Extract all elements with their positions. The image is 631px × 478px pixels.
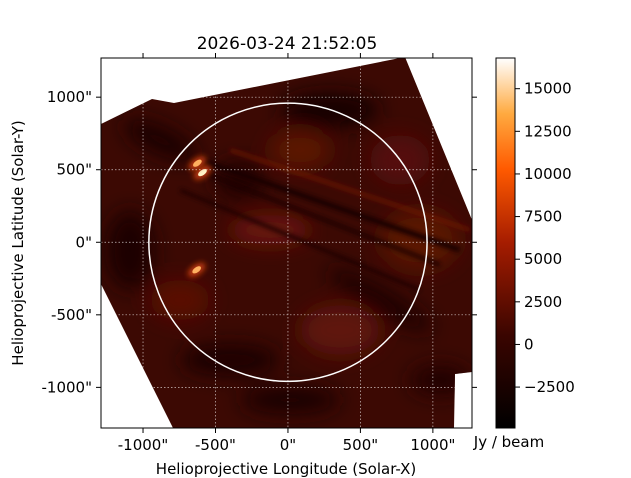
colorbar-tick-label: 0 [524,335,534,353]
y-tick-label: 0" [76,233,92,251]
y-tick-label: -1000" [42,378,93,396]
bright-source [188,156,207,171]
grid-lines [101,58,472,428]
source-core [198,169,207,177]
colorbar-gradient [495,57,516,429]
colorbar-tick-label: 12500 [524,122,572,140]
bright-source [187,262,206,277]
colorbar-tick-label: 2500 [524,293,562,311]
x-tick-label: -1000" [118,436,169,454]
x-tick-label: -500" [195,436,236,454]
x-axis-label: Helioprojective Longitude (Solar-X) [156,460,416,478]
y-axis-label: Helioprojective Latitude (Solar-Y) [9,120,27,365]
solar-limb-circle [148,102,428,383]
chart-title: 2026-03-24 21:52:05 [197,34,378,54]
y-tick-label: 1000" [47,88,92,106]
colorbar-tick-label: 7500 [524,208,562,226]
bright-sources [187,156,212,277]
colorbar-tick-label: −2500 [524,378,575,396]
plot-frame [100,57,473,429]
colorbar-tick-label: 5000 [524,250,562,268]
map-streaks [179,148,471,292]
source-core [192,266,202,274]
map-texture [105,92,470,414]
y-tick-label: 500" [56,161,92,179]
colorbar-tick-label: 10000 [524,165,572,183]
x-axis: -1000" -500" 0" 500" 1000" [118,53,455,454]
y-tick-label: -500" [51,306,92,324]
bright-source [193,165,212,180]
source-core [193,159,202,167]
colorbar-tick-label: 15000 [524,80,572,98]
x-tick-label: 0" [280,436,296,454]
x-tick-label: 500" [343,436,379,454]
colorbar-label: Jy / beam [473,433,544,451]
colorbar-ticks: 15000 12500 10000 7500 5000 2500 0 −2500 [515,80,575,396]
radio-map [101,58,472,428]
colorbar: 15000 12500 10000 7500 5000 2500 0 −2500 Jy / b… [473,57,575,451]
x-tick-label: 1000" [410,436,455,454]
y-axis: 1000" 500" 0" -500" -1000" [42,88,477,396]
